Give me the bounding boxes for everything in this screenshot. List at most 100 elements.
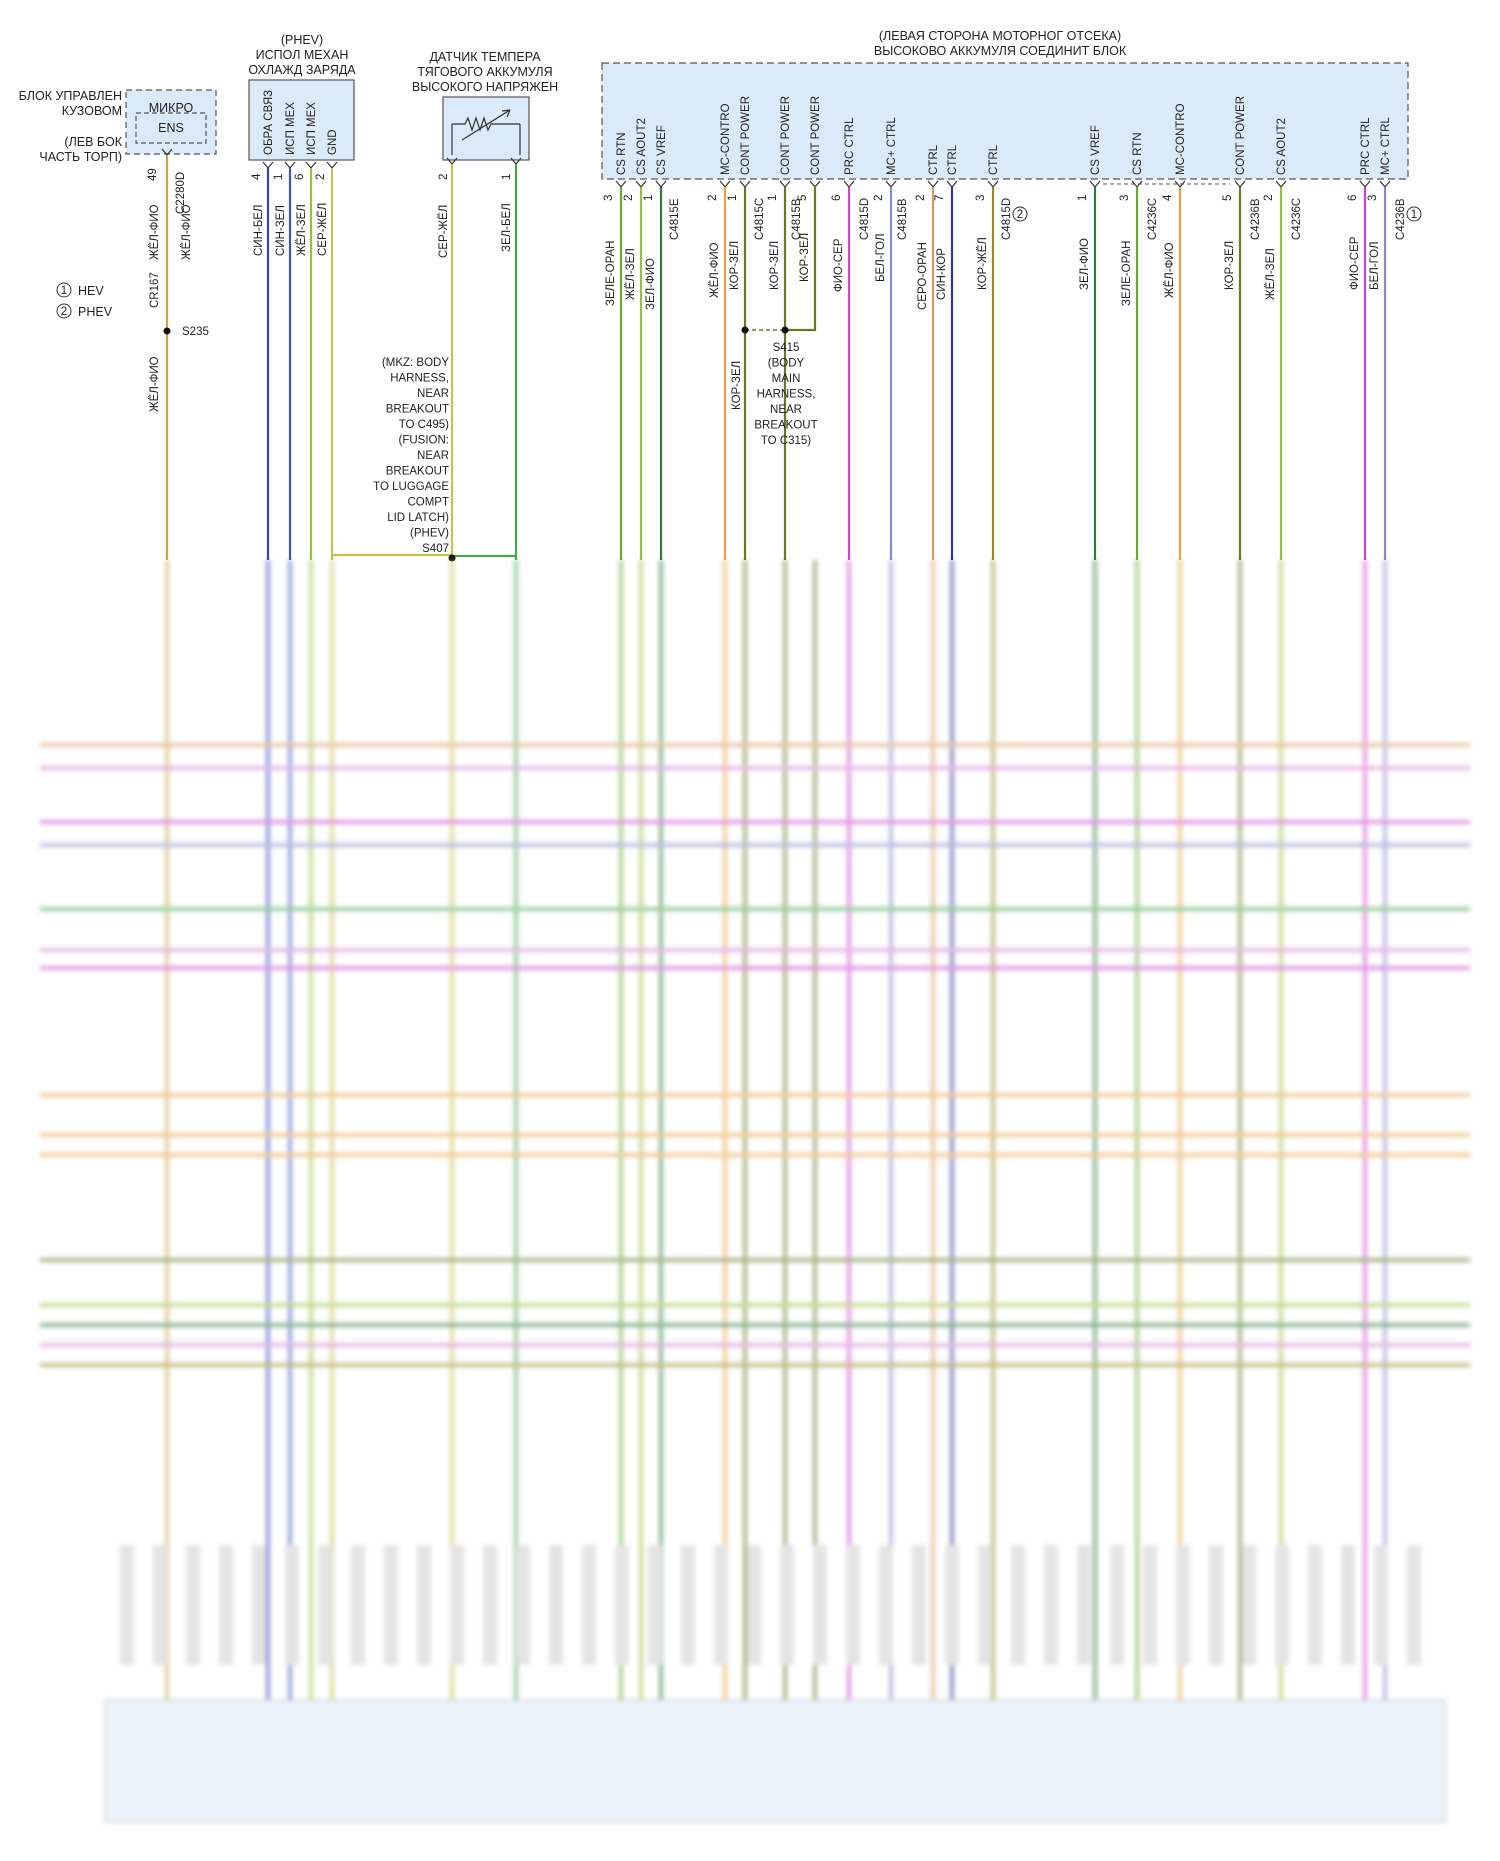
lower-stub-17 [681,1545,695,1665]
bjb-pin-chevron-18 [1379,180,1391,188]
bjb-pin-num-1: 2 [623,195,635,201]
bjb-pin-name-4: CONT POWER [740,96,752,175]
pump-pin-num-2: 6 [294,174,306,180]
s407-note-line-2: NEAR [417,388,449,400]
legend-num-1: 1 [61,285,67,297]
bjb-wire-color-7: ФИО-СЕР [833,238,845,292]
s407-note-line-9: COMPT [407,497,449,509]
bjb-pin-num-7: 6 [831,195,843,201]
bjb-pin-chevron-8 [885,180,897,188]
bjb-wire-color-11: КОР-ЖЁЛ [977,237,989,290]
bjb-connector-6: C4236C [1147,198,1159,240]
lower-stub-11 [483,1545,497,1665]
legend-num-2: 2 [61,306,67,318]
lower-stub-38 [1374,1545,1388,1665]
bjb-wire-color-10: СИН-КОР [936,248,948,300]
lower-stub-0 [120,1545,134,1665]
bjb-pin-num-13: 3 [1119,195,1131,201]
bjb-pin-name-15: CONT POWER [1235,96,1247,175]
sensor-box [442,96,530,161]
s415-note-line-4: NEAR [770,404,802,416]
bjb-wire-color-9: СЕРО-ОРАН [917,242,929,310]
bjb-wire-color-14: ЖЁЛ-ФИО [1164,242,1176,298]
pump-pin-num-0: 4 [251,173,263,180]
s407-note-line-0: (MKZ: BODY [382,357,449,369]
bjb-connector-0: C4815E [669,198,681,240]
lower-stub-27 [1011,1545,1025,1665]
bcm-wire-color-inline: ЖЁЛ-ФИО [181,204,193,260]
bjb-pin-name-18: MC+ CTRL [1380,117,1392,175]
pump-pin-chevron-0 [262,161,274,169]
bjb-wire-color-17: ФИО-СЕР [1349,236,1361,290]
s415-note-line-5: BREAKOUT [754,420,817,432]
bjb-pin-num-18: 3 [1367,195,1379,201]
splice-s235-dot [163,327,171,335]
legend: 1 HEV 2 PHEV [56,282,113,319]
sensor-pin1: 1 [501,174,513,180]
pump-title-1: (PHEV) [281,33,323,47]
sensor-title-1: ДАТЧИК ТЕМПЕРА [429,50,541,64]
bjb-box [601,62,1409,180]
s407-note-line-5: (FUSION: [399,435,449,447]
bjb-wire-color-18: БЕЛ-ГОЛ [1369,241,1381,290]
bjb-variant-1-num: 1 [1411,209,1417,221]
bjb-pin-chevron-4 [739,180,751,188]
bcm-inline-connector: CR167 [149,272,161,308]
bjb-pin-chevron-11 [987,180,999,188]
bjb-pin-name-11: CTRL [988,144,1000,175]
bjb-pin-chevron-17 [1359,180,1371,188]
s415-kor-zel: КОР-ЗЕЛ [731,361,743,410]
lower-stub-13 [549,1545,563,1665]
lower-stub-12 [516,1545,530,1665]
blurred-lower-diagram [40,560,1470,1823]
splice-s235-label: S235 [182,326,209,338]
temp-sensor: ДАТЧИК ТЕМПЕРА ТЯГОВОГО АККУМУЛЯ ВЫСОКОГ… [373,50,558,562]
bjb-pin-name-3: MC-CONTRO [720,103,732,175]
s407-note-line-8: TO LUGGAGE [373,481,449,493]
bjb-pin-num-2: 1 [643,195,655,201]
pump-pin-num-1: 1 [273,174,285,180]
bjb-pin-num-5: 1 [767,195,779,201]
lower-stub-34 [1242,1545,1256,1665]
lower-stub-9 [417,1545,431,1665]
s407-note-line-10: LID LATCH) [387,512,449,524]
bcm-location-1: (ЛЕВ БОК [64,135,122,149]
bjb-pin-num-15: 5 [1222,195,1234,201]
s415-note-line-6: TO C315) [761,435,811,447]
bjb-wire-color-13: ЗЕЛЕ-ОРАН [1121,241,1133,307]
sensor-wire-color-1: ЗЕЛ-БЕЛ [501,203,513,252]
s407-note-line-7: BREAKOUT [386,466,449,478]
hv-battery-junction-box: (ЛЕВАЯ СТОРОНА МОТОРНОГ ОТСЕКА) ВЫСОКОВО… [601,29,1422,560]
bjb-title-2: ВЫСОКОВО АККУМУЛЯ СОЕДИНИТ БЛОК [874,44,1127,58]
bjb-wire-color-2: ЗЕЛ-ФИО [645,258,657,310]
lower-stub-18 [714,1545,728,1665]
bjb-wire-color-16: ЖЁЛ-ЗЕЛ [1265,248,1277,300]
s415-wire-jog [785,185,817,332]
pump-wire-color-2: ЖЁЛ-ЗЕЛ [296,204,308,256]
bjb-pin-name-2: CS VREF [656,125,668,175]
s407-note-line-1: HARNESS, [390,373,449,385]
lower-stub-19 [747,1545,761,1665]
lower-stub-7 [351,1545,365,1665]
lower-stub-4 [252,1545,266,1665]
bjb-wire-color-12: ЗЕЛ-ФИО [1079,238,1091,290]
lower-stub-10 [450,1545,464,1665]
bcm-title-2: КУЗОВОМ [62,104,122,118]
bjb-pin-name-12: CS VREF [1090,125,1102,175]
bjb-pin-chevron-10 [946,180,958,188]
bcm-micro-label: МИКРО [149,101,194,115]
bjb-connector-3: C4815D [859,198,871,240]
lower-stub-22 [846,1545,860,1665]
lower-stub-1 [153,1545,167,1665]
lower-stub-31 [1143,1545,1157,1665]
bjb-variant-1 [1406,206,1422,222]
bcm-pin-num: 49 [147,168,159,181]
pump-box [248,79,355,161]
bjb-connector-1: C4815C [754,198,766,240]
bjb-pin-name-14: MC-CONTRO [1175,103,1187,175]
bjb-pin-num-4: 1 [727,195,739,201]
pump-pin-chevron-3 [326,161,338,169]
lower-stub-2 [186,1545,200,1665]
lower-stub-6 [318,1545,332,1665]
s415-note-line-2: MAIN [772,373,801,385]
